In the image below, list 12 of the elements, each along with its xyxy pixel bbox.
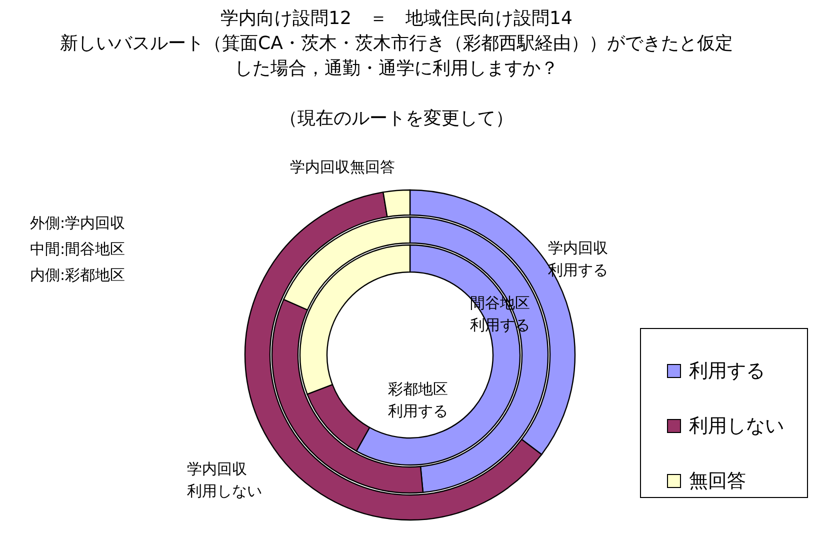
legend-label: 無回答 bbox=[689, 468, 746, 494]
chart-title: 学内向け設問12 ＝ 地域住民向け設問14 bbox=[220, 7, 574, 31]
text: 彩都地区利用する bbox=[388, 379, 448, 422]
text: 外側:学内回収 bbox=[30, 213, 126, 234]
chart-subtitle: 新しいバスルート（箕面CA・茨木・茨木市行き（彩都西駅経由））ができたと仮定した場合，通勤・通学に利用しますか？ bbox=[59, 32, 734, 81]
text: 中間:間谷地区 bbox=[30, 239, 126, 260]
text: （現在のルートを変更して） bbox=[278, 108, 514, 130]
text: 内側:彩都地区 bbox=[30, 265, 126, 286]
legend-label: 利用する bbox=[689, 358, 765, 384]
text: 学内回収無回答 bbox=[290, 157, 395, 178]
legend-label: 利用しない bbox=[689, 414, 784, 438]
text: 学内回収利用しない bbox=[187, 459, 262, 502]
